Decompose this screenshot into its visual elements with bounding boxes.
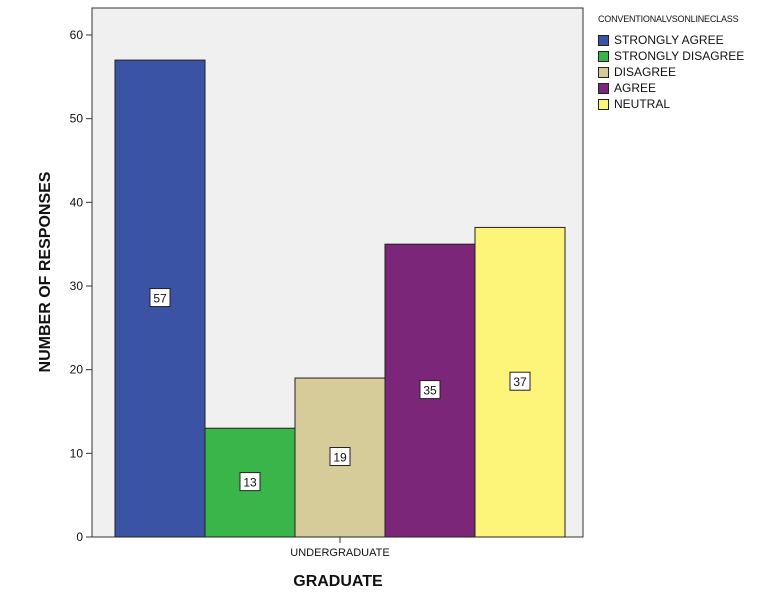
legend-item: NEUTRAL bbox=[598, 96, 744, 112]
y-tick-label: 50 bbox=[70, 112, 84, 126]
data-label-box bbox=[149, 288, 171, 308]
legend-swatch bbox=[598, 34, 609, 46]
legend-swatch bbox=[598, 50, 609, 62]
legend-label: DISAGREE bbox=[614, 65, 677, 79]
legend-label: NEUTRAL bbox=[614, 97, 671, 111]
data-label-box bbox=[419, 380, 441, 400]
legend-item: STRONGLY AGREE bbox=[598, 32, 744, 48]
legend-label: STRONGLY AGREE bbox=[614, 33, 724, 47]
y-tick-label: 0 bbox=[76, 530, 83, 544]
y-tick-label: 40 bbox=[70, 195, 84, 209]
bars: 57 13 19 35 37 bbox=[114, 59, 566, 538]
data-label: 19 bbox=[333, 451, 347, 465]
legend-item: DISAGREE bbox=[598, 64, 744, 80]
y-tick-label: 20 bbox=[70, 363, 84, 377]
x-tick-label: UNDERGRADUATE bbox=[290, 547, 389, 559]
legend-title: CONVENTIONALVSONLINECLASS bbox=[598, 14, 739, 24]
x-axis: UNDERGRADUATE bbox=[290, 537, 390, 559]
legend-swatch bbox=[598, 66, 609, 78]
data-label-box bbox=[239, 472, 261, 492]
data-label-box bbox=[509, 371, 531, 391]
y-tick-label: 60 bbox=[70, 28, 84, 42]
legend-item: STRONGLY DISAGREE bbox=[598, 48, 744, 64]
y-axis-label: NUMBER OF RESPONSES bbox=[37, 171, 54, 372]
data-label: 13 bbox=[243, 476, 257, 490]
x-axis-label: GRADUATE bbox=[293, 573, 383, 590]
y-tick-label: 10 bbox=[70, 446, 84, 460]
legend-items: STRONGLY AGREE STRONGLY DISAGREE DISAGREE A… bbox=[598, 32, 744, 112]
y-tick-label: 30 bbox=[70, 279, 84, 293]
data-label: 35 bbox=[423, 384, 437, 398]
data-label: 57 bbox=[153, 292, 167, 306]
legend-label: STRONGLY DISAGREE bbox=[614, 49, 745, 63]
legend-label: AGREE bbox=[614, 81, 657, 95]
legend-item: AGREE bbox=[598, 80, 744, 96]
data-label: 37 bbox=[513, 375, 527, 389]
y-axis: 0 10 20 30 40 50 60 bbox=[70, 28, 92, 544]
legend-swatch bbox=[598, 98, 609, 110]
legend: CONVENTIONALVSONLINECLASS STRONGLY AGREE… bbox=[598, 14, 744, 112]
legend-swatch bbox=[598, 82, 609, 94]
data-label-box bbox=[329, 447, 351, 467]
